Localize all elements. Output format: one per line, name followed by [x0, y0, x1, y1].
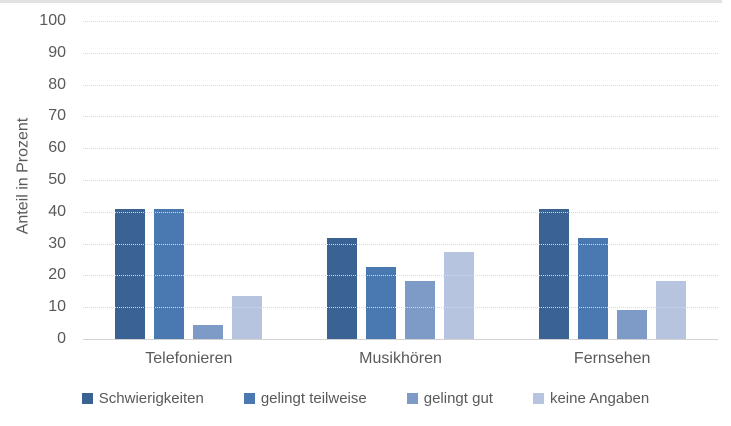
- chart-border-top: [0, 0, 722, 3]
- bar-group-fernsehen: [506, 21, 718, 339]
- x-label-telefonieren: Telefonieren: [145, 350, 233, 367]
- y-tick-label-70: 70: [48, 107, 66, 125]
- bar-schwierigkeiten-fernsehen: [538, 208, 569, 339]
- legend-label: keine Angaben: [549, 390, 650, 407]
- bar-gelingt-gut-telefonieren: [193, 324, 224, 339]
- gridline-40: [83, 211, 718, 213]
- y-tick-label-90: 90: [48, 43, 66, 61]
- x-axis-category-labels: Telefonieren Musikhören Fernsehen: [83, 350, 718, 368]
- x-label-fernsehen: Fernsehen: [573, 350, 651, 367]
- legend-item-gelingt-gut: gelingt gut: [406, 390, 493, 407]
- bar-keine-angaben-telefonieren: [232, 295, 263, 339]
- y-tick-label-30: 30: [48, 234, 66, 252]
- bar-gelingt-gut-fernsehen: [616, 310, 647, 339]
- legend-item-keine-angaben: keine Angaben: [532, 390, 650, 407]
- y-tick-label-20: 20: [48, 266, 66, 284]
- legend-swatch-icon: [243, 393, 255, 404]
- bar-gelingt-teilweise-telefonieren: [154, 208, 185, 339]
- bar-keine-angaben-fernsehen: [655, 281, 686, 339]
- y-tick-label-40: 40: [48, 202, 66, 220]
- x-axis-line: [83, 339, 718, 340]
- legend-item-gelingt-teilweise: gelingt teilweise: [243, 390, 367, 407]
- bar-gelingt-teilweise-musikh-ren: [366, 266, 396, 339]
- gridline-70: [83, 116, 718, 118]
- bar-schwierigkeiten-telefonieren: [115, 208, 146, 339]
- legend-swatch-icon: [406, 393, 418, 404]
- gridline-30: [83, 243, 718, 245]
- y-tick-label-80: 80: [48, 75, 66, 93]
- bar-group-musikh-ren: [295, 21, 507, 339]
- legend-label: gelingt gut: [423, 390, 493, 407]
- gridline-100: [83, 21, 718, 22]
- y-tick-label-10: 10: [48, 298, 66, 316]
- y-tick-label-60: 60: [48, 139, 66, 157]
- bar-keine-angaben-musikh-ren: [444, 252, 474, 339]
- y-tick-label-100: 100: [39, 12, 66, 29]
- gridline-10: [83, 307, 718, 309]
- plot-area: [83, 21, 718, 340]
- y-tick-label-0: 0: [57, 330, 66, 347]
- gridline-50: [83, 180, 718, 181]
- legend-item-schwierigkeiten: Schwierigkeiten: [81, 390, 204, 407]
- gridline-80: [83, 84, 718, 86]
- bars-layer: [83, 21, 718, 339]
- gridline-90: [83, 52, 718, 54]
- bar-gelingt-gut-musikh-ren: [405, 281, 435, 339]
- legend-swatch-icon: [81, 393, 93, 404]
- y-tick-label-50: 50: [48, 171, 66, 188]
- legend-label: gelingt teilweise: [260, 390, 367, 407]
- bar-group-telefonieren: [83, 21, 295, 339]
- x-label-musikh-ren: Musikhören: [359, 350, 442, 367]
- gridline-20: [83, 275, 718, 277]
- legend: Schwierigkeiten gelingt teilweise gelingt …: [0, 390, 731, 407]
- gridline-60: [83, 148, 718, 150]
- legend-label: Schwierigkeiten: [98, 390, 204, 407]
- legend-swatch-icon: [532, 393, 544, 404]
- bar-schwierigkeiten-musikh-ren: [327, 237, 357, 339]
- bar-gelingt-teilweise-fernsehen: [577, 237, 608, 339]
